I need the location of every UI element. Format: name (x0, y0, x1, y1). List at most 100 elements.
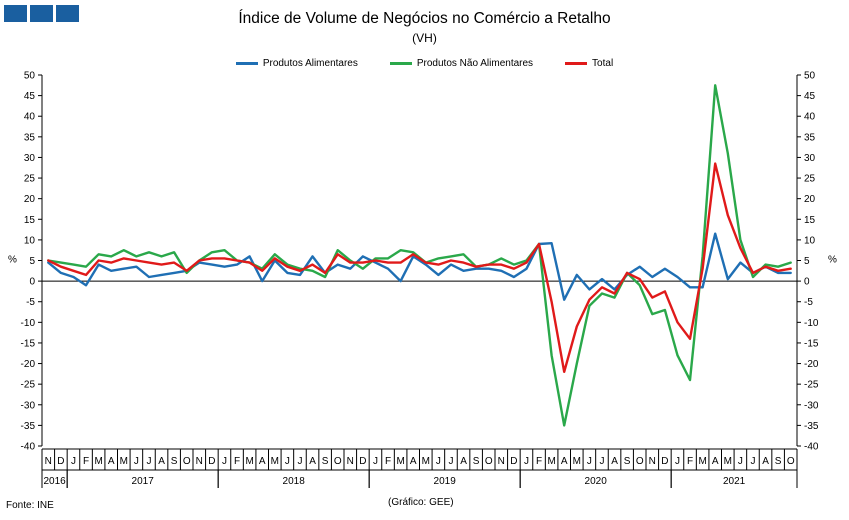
y-tick-label-right: 35 (804, 132, 816, 143)
y-tick-label-left: -10 (21, 318, 36, 329)
y-tick-label-left: 25 (24, 174, 36, 185)
x-month-label: F (536, 456, 542, 467)
y-tick-label-right: 15 (804, 215, 816, 226)
y-tick-label-right: -40 (804, 442, 819, 453)
y-tick-label-right: 20 (804, 194, 816, 205)
y-tick-label-right: 5 (804, 256, 810, 267)
x-year-label: 2018 (283, 476, 306, 487)
y-tick-label-right: -20 (804, 359, 819, 370)
gee-logo (4, 5, 79, 22)
legend-label: Produtos Não Alimentares (416, 58, 534, 69)
y-tick-label-left: -30 (21, 400, 36, 411)
y-tick-label-left: -5 (26, 297, 35, 308)
y-tick-label-right: 40 (804, 112, 816, 123)
x-year-label: 2016 (43, 476, 66, 487)
legend: Produtos Alimentares Produtos Não Alimen… (0, 58, 849, 69)
x-month-label: J (373, 456, 378, 467)
x-month-label: J (675, 456, 680, 467)
y-unit-label-left: % (8, 255, 17, 266)
y-tick-label-right: -15 (804, 338, 819, 349)
x-month-label: J (71, 456, 76, 467)
y-tick-label-left: -35 (21, 421, 36, 432)
x-month-label: A (712, 456, 719, 467)
x-month-label: M (422, 456, 430, 467)
x-month-label: O (334, 456, 342, 467)
x-month-label: M (396, 456, 404, 467)
series-line (47, 232, 792, 301)
x-month-label: A (108, 456, 115, 467)
x-month-label: S (322, 456, 329, 467)
y-tick-label-right: -10 (804, 318, 819, 329)
y-unit-label-right: % (828, 255, 837, 266)
x-month-label: M (120, 456, 128, 467)
x-month-label: J (750, 456, 755, 467)
logo-block (56, 5, 79, 22)
source-note: Fonte: INE (6, 500, 54, 511)
y-tick-label-right: -25 (804, 380, 819, 391)
x-month-label: M (573, 456, 581, 467)
x-month-label: N (347, 456, 354, 467)
x-month-label: S (171, 456, 178, 467)
x-month-label: N (196, 456, 203, 467)
x-month-label: J (587, 456, 592, 467)
x-month-label: A (611, 456, 618, 467)
y-tick-label-left: 40 (24, 112, 36, 123)
x-month-label: J (448, 456, 453, 467)
legend-label: Produtos Alimentares (262, 58, 358, 69)
x-month-label: J (222, 456, 227, 467)
y-tick-label-right: 45 (804, 91, 816, 102)
x-month-label: O (183, 456, 191, 467)
x-month-label: S (473, 456, 480, 467)
legend-item: Produtos Não Alimentares (389, 58, 534, 69)
y-tick-label-right: 30 (804, 153, 816, 164)
y-tick-label-left: -15 (21, 338, 36, 349)
x-year-label: 2017 (132, 476, 155, 487)
y-tick-label-left: 20 (24, 194, 36, 205)
y-tick-label-left: 5 (29, 256, 35, 267)
y-tick-label-right: -5 (804, 297, 813, 308)
x-month-label: A (259, 456, 266, 467)
x-month-label: D (57, 456, 64, 467)
x-month-label: J (599, 456, 604, 467)
x-month-label: J (738, 456, 743, 467)
x-month-label: D (661, 456, 668, 467)
y-tick-label-left: -20 (21, 359, 36, 370)
legend-item: Total (565, 58, 613, 69)
series-line (47, 84, 792, 427)
chart-subtitle: (VH) (412, 31, 437, 45)
logo-block (30, 5, 53, 22)
y-tick-label-left: 50 (24, 71, 36, 82)
logo-block (4, 5, 27, 22)
x-month-label: D (510, 456, 517, 467)
x-month-label: M (547, 456, 555, 467)
x-month-label: J (524, 456, 529, 467)
y-tick-label-left: 35 (24, 132, 36, 143)
x-month-label: A (460, 456, 467, 467)
y-tick-label-left: 10 (24, 235, 36, 246)
x-year-label: 2021 (723, 476, 746, 487)
y-tick-label-right: -30 (804, 400, 819, 411)
x-month-label: J (134, 456, 139, 467)
x-month-label: O (636, 456, 644, 467)
x-month-label: N (649, 456, 656, 467)
y-tick-label-left: 30 (24, 153, 36, 164)
legend-swatch (389, 62, 412, 65)
x-month-label: A (158, 456, 165, 467)
x-year-label: 2020 (585, 476, 608, 487)
y-tick-label-left: -25 (21, 380, 36, 391)
y-tick-label-left: 0 (29, 277, 35, 288)
y-tick-label-left: 15 (24, 215, 36, 226)
x-month-label: J (436, 456, 441, 467)
series-line (47, 162, 792, 373)
y-tick-label-right: 25 (804, 174, 816, 185)
x-month-label: F (234, 456, 240, 467)
y-tick-label-right: -35 (804, 421, 819, 432)
chart-title: Índice de Volume de Negócios no Comércio… (238, 10, 611, 27)
x-month-label: S (775, 456, 782, 467)
y-tick-label-left: 45 (24, 91, 36, 102)
x-month-label: M (245, 456, 253, 467)
y-tick-label-right: 0 (804, 277, 810, 288)
y-tick-label-right: 10 (804, 235, 816, 246)
x-month-label: A (410, 456, 417, 467)
